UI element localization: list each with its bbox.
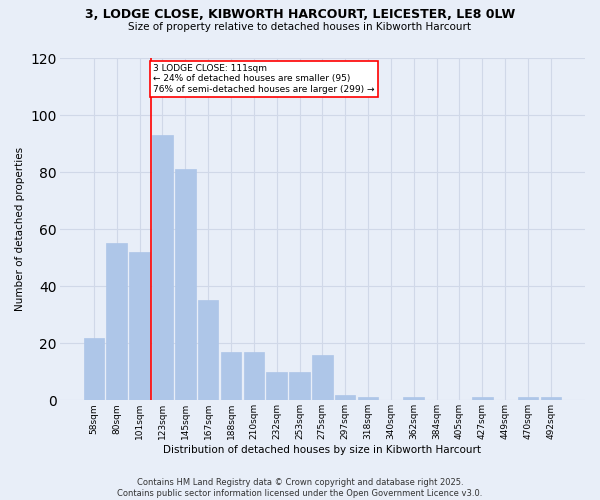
Text: Contains HM Land Registry data © Crown copyright and database right 2025.
Contai: Contains HM Land Registry data © Crown c…	[118, 478, 482, 498]
Bar	[198, 300, 218, 400]
Bar	[221, 352, 241, 401]
Text: 3 LODGE CLOSE: 111sqm
← 24% of detached houses are smaller (95)
76% of semi-deta: 3 LODGE CLOSE: 111sqm ← 24% of detached …	[153, 64, 375, 94]
Bar	[518, 398, 538, 400]
Bar	[541, 398, 561, 400]
Bar	[83, 338, 104, 400]
Bar	[358, 398, 379, 400]
Bar	[152, 135, 173, 400]
Bar	[266, 372, 287, 400]
Bar	[472, 398, 493, 400]
Bar	[244, 352, 264, 401]
Bar	[129, 252, 150, 400]
Bar	[403, 398, 424, 400]
Bar	[175, 169, 196, 400]
Bar	[312, 354, 332, 401]
Text: 3, LODGE CLOSE, KIBWORTH HARCOURT, LEICESTER, LE8 0LW: 3, LODGE CLOSE, KIBWORTH HARCOURT, LEICE…	[85, 8, 515, 20]
Bar	[335, 394, 355, 400]
Text: Size of property relative to detached houses in Kibworth Harcourt: Size of property relative to detached ho…	[128, 22, 472, 32]
X-axis label: Distribution of detached houses by size in Kibworth Harcourt: Distribution of detached houses by size …	[163, 445, 481, 455]
Y-axis label: Number of detached properties: Number of detached properties	[15, 147, 25, 311]
Bar	[106, 244, 127, 400]
Bar	[289, 372, 310, 400]
